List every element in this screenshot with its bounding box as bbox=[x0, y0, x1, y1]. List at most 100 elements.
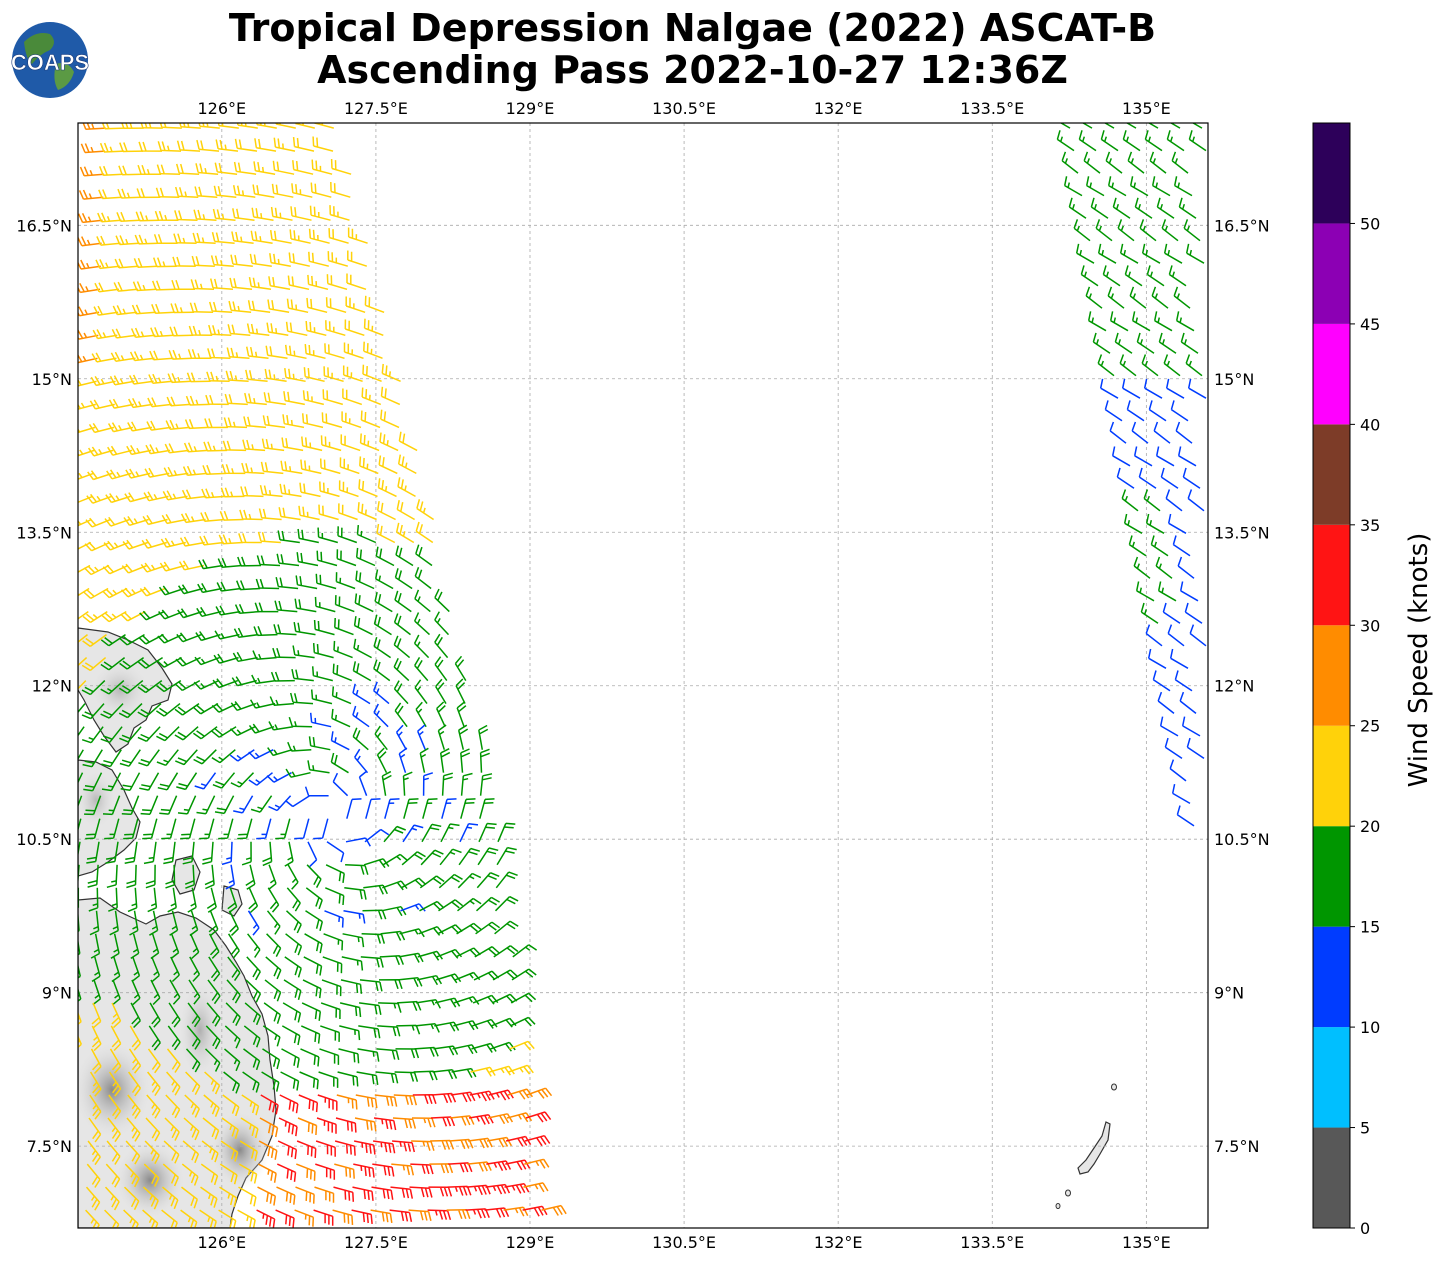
wind-barb bbox=[233, 627, 259, 638]
wind-barb bbox=[377, 1025, 401, 1037]
wind-barb bbox=[400, 877, 427, 889]
wind-barb bbox=[100, 680, 125, 695]
wind-barb bbox=[398, 952, 424, 963]
wind-barb bbox=[374, 569, 394, 590]
wind-barb bbox=[495, 871, 518, 889]
wind-barb bbox=[293, 621, 316, 636]
wind-barb bbox=[344, 319, 365, 337]
wind-barb bbox=[441, 798, 457, 819]
colorbar-tick-label: 5 bbox=[1360, 1119, 1370, 1138]
wind-barb bbox=[130, 327, 156, 338]
wind-barb bbox=[104, 1209, 120, 1228]
wind-barb bbox=[201, 1140, 219, 1163]
wind-barb bbox=[394, 702, 408, 728]
wind-barb bbox=[402, 824, 424, 843]
wind-barb bbox=[284, 841, 294, 867]
wind-barb bbox=[323, 366, 344, 383]
colorbar-tick-label: 35 bbox=[1360, 516, 1380, 535]
wind-barb bbox=[1145, 513, 1165, 534]
wind-barb bbox=[221, 841, 233, 866]
wind-barb bbox=[233, 795, 254, 814]
wind-barb bbox=[190, 279, 215, 291]
wind-barb bbox=[337, 1071, 359, 1087]
wind-barb bbox=[364, 295, 385, 314]
wind-barb bbox=[184, 419, 210, 430]
wind-barb bbox=[143, 1163, 160, 1187]
wind-barb bbox=[269, 229, 292, 244]
wind-barb bbox=[272, 160, 295, 175]
wind-barb bbox=[273, 624, 297, 636]
wind-barb bbox=[283, 391, 305, 406]
wind-barb bbox=[167, 1025, 181, 1051]
wind-barb bbox=[1135, 581, 1155, 602]
wind-barb bbox=[249, 253, 272, 267]
wind-barb bbox=[165, 1094, 181, 1119]
wind-barb bbox=[170, 933, 180, 960]
wind-barb bbox=[239, 509, 263, 521]
wind-barb bbox=[325, 320, 346, 337]
chart-title-line2: Ascending Pass 2022-10-27 12:36Z bbox=[317, 48, 1068, 92]
wind-barb bbox=[285, 321, 308, 337]
wind-barb bbox=[255, 578, 280, 590]
wind-barb bbox=[275, 818, 291, 840]
wind-barb bbox=[108, 398, 134, 409]
wind-barb bbox=[541, 1204, 567, 1216]
wind-barb bbox=[1127, 151, 1145, 174]
wind-barb bbox=[189, 933, 200, 960]
lon-tick-bottom: 132°E bbox=[814, 1233, 863, 1252]
wind-barb bbox=[355, 1094, 378, 1109]
wind-barb bbox=[454, 971, 481, 981]
wind-barb bbox=[465, 1208, 490, 1219]
wind-barb bbox=[1151, 176, 1171, 197]
wind-barb bbox=[1133, 446, 1153, 467]
wind-barb bbox=[129, 351, 155, 362]
wind-barb bbox=[325, 297, 347, 314]
wind-barb bbox=[201, 488, 226, 499]
wind-barb bbox=[449, 1138, 474, 1150]
wind-barb bbox=[382, 853, 408, 866]
map-frame bbox=[77, 122, 1209, 1229]
lon-tick-top: 130.5°E bbox=[652, 99, 716, 118]
wind-barb bbox=[291, 668, 314, 682]
wind-barb bbox=[140, 562, 167, 573]
lat-tick-left: 7.5°N bbox=[27, 1137, 72, 1156]
wind-barb bbox=[374, 725, 388, 751]
wind-barb bbox=[244, 1002, 261, 1026]
wind-barb bbox=[131, 304, 157, 315]
wind-barb bbox=[274, 600, 298, 613]
wind-barb bbox=[341, 956, 364, 971]
coaps-logo: COAPS bbox=[11, 22, 89, 98]
wind-barb bbox=[100, 633, 126, 647]
wind-barb bbox=[294, 818, 310, 840]
wind-barb bbox=[105, 841, 119, 864]
wind-barb bbox=[222, 1094, 240, 1117]
wind-barb bbox=[1165, 489, 1183, 512]
wind-barb bbox=[479, 798, 495, 819]
wind-barb bbox=[211, 749, 236, 764]
wind-barb bbox=[119, 633, 145, 646]
wind-barb bbox=[371, 1186, 394, 1200]
wind-barb bbox=[409, 1186, 433, 1198]
wind-barb bbox=[204, 1071, 221, 1095]
wind-barb bbox=[419, 747, 429, 773]
wind-barb bbox=[441, 772, 453, 796]
wind-barb bbox=[298, 1094, 319, 1113]
wind-barb bbox=[232, 208, 255, 221]
wind-barb bbox=[211, 726, 237, 738]
wind-barb bbox=[359, 433, 380, 452]
wind-barb bbox=[291, 183, 313, 198]
wind-barb bbox=[101, 772, 122, 792]
wind-barb bbox=[242, 439, 266, 452]
wind-barb bbox=[1090, 197, 1109, 219]
colorbar-label: Wind Speed (knots) bbox=[1404, 533, 1434, 788]
wind-barb bbox=[305, 910, 324, 931]
lat-tick-left: 15°N bbox=[32, 370, 72, 389]
wind-barb bbox=[418, 925, 444, 936]
wind-barb bbox=[164, 1117, 180, 1141]
wind-barb bbox=[352, 683, 371, 705]
wind-barb bbox=[321, 412, 343, 429]
wind-barb bbox=[434, 633, 449, 659]
wind-barb bbox=[119, 656, 145, 670]
wind-barb bbox=[1187, 489, 1205, 512]
wind-barb bbox=[457, 897, 482, 912]
